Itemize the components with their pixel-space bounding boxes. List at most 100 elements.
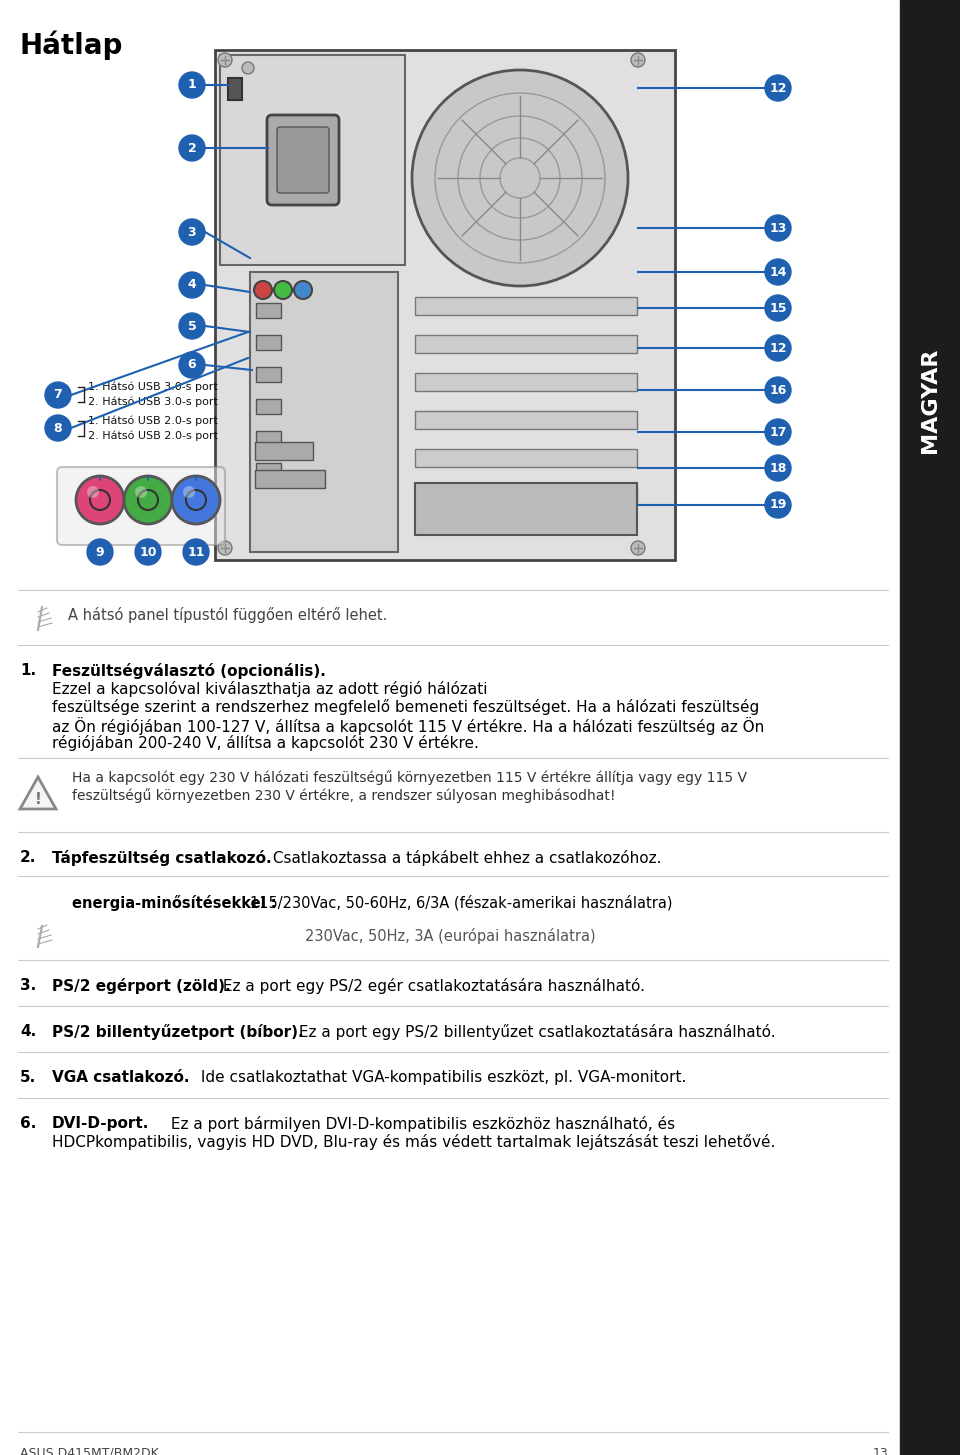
Circle shape [294, 281, 312, 298]
Text: 7: 7 [54, 388, 62, 402]
Bar [415, 372, 637, 391]
Circle shape [179, 71, 205, 97]
Circle shape [179, 352, 205, 378]
FancyBboxPatch shape [277, 127, 329, 194]
Text: 12: 12 [769, 342, 787, 355]
Text: PS/2 billentyűzetport (bíbor).: PS/2 billentyűzetport (bíbor). [52, 1024, 303, 1040]
FancyBboxPatch shape [57, 467, 225, 546]
Bar [256, 431, 281, 447]
Text: 2. Hátsó USB 3.0-s port: 2. Hátsó USB 3.0-s port [88, 397, 218, 407]
Text: 230Vac, 50Hz, 3A (európai használatra): 230Vac, 50Hz, 3A (európai használatra) [304, 928, 595, 944]
Circle shape [179, 220, 205, 244]
Bar [255, 470, 325, 487]
Text: 11: 11 [187, 546, 204, 559]
Text: 12: 12 [769, 81, 787, 95]
Text: !: ! [35, 792, 41, 806]
Bar [256, 367, 281, 383]
Bar [215, 49, 675, 560]
Bar [256, 399, 281, 415]
Circle shape [135, 538, 161, 565]
Bar [255, 442, 313, 460]
Text: 1.: 1. [20, 663, 36, 678]
Circle shape [218, 541, 232, 554]
Circle shape [183, 538, 209, 565]
Circle shape [274, 281, 292, 298]
Bar [415, 450, 637, 467]
Text: 6: 6 [188, 358, 196, 371]
Circle shape [765, 215, 791, 242]
Text: MAGYAR: MAGYAR [920, 348, 940, 453]
Circle shape [87, 538, 113, 565]
Text: 5: 5 [187, 320, 197, 333]
Bar [256, 335, 281, 351]
Text: A hátsó panel típustól függően eltérő lehet.: A hátsó panel típustól függően eltérő le… [68, 607, 388, 623]
Bar [415, 410, 637, 429]
Text: 1: 1 [187, 79, 197, 92]
Circle shape [631, 541, 645, 554]
Text: régiójában 200-240 V, állítsa a kapcsolót 230 V értékre.: régiójában 200-240 V, állítsa a kapcsoló… [52, 735, 479, 751]
Circle shape [765, 259, 791, 285]
Circle shape [76, 476, 124, 524]
Text: 10: 10 [139, 546, 156, 559]
Circle shape [135, 486, 147, 498]
Circle shape [765, 377, 791, 403]
Text: DVI-D-port.: DVI-D-port. [52, 1116, 150, 1131]
Circle shape [179, 135, 205, 162]
Text: energia-minősítésekkel :: energia-minősítésekkel : [72, 895, 276, 911]
Text: Ez a port egy PS/2 egér csatlakoztatására használható.: Ez a port egy PS/2 egér csatlakoztatásár… [218, 978, 645, 994]
Text: 16: 16 [769, 384, 786, 397]
Circle shape [765, 76, 791, 100]
Bar [415, 297, 637, 314]
Text: Hátlap: Hátlap [20, 31, 124, 60]
Text: 13: 13 [873, 1448, 888, 1455]
Bar [250, 272, 398, 551]
Circle shape [242, 63, 254, 74]
Text: 115/230Vac, 50-60Hz, 6/3A (fészak-amerikai használatra): 115/230Vac, 50-60Hz, 6/3A (fészak-amerik… [250, 895, 673, 911]
Circle shape [172, 476, 220, 524]
Text: Ha a kapcsolót egy 230 V hálózati feszültségű környezetben 115 V értékre állítja: Ha a kapcsolót egy 230 V hálózati feszül… [72, 770, 747, 784]
Text: 8: 8 [54, 422, 62, 435]
Text: 4: 4 [187, 278, 197, 291]
Circle shape [87, 486, 99, 498]
Text: Ez a port egy PS/2 billentyűzet csatlakoztatására használható.: Ez a port egy PS/2 billentyűzet csatlako… [294, 1024, 776, 1040]
Text: ASUS D415MT/BM2DK: ASUS D415MT/BM2DK [20, 1448, 158, 1455]
Bar [415, 335, 637, 354]
Text: 1. Hátsó USB 3.0-s port: 1. Hátsó USB 3.0-s port [88, 381, 218, 393]
Circle shape [765, 335, 791, 361]
Text: PS/2 egérport (zöld).: PS/2 egérport (zöld). [52, 978, 230, 994]
Text: 15: 15 [769, 301, 787, 314]
Text: 18: 18 [769, 461, 786, 474]
Text: 4.: 4. [20, 1024, 36, 1039]
Text: az Ön régiójában 100-127 V, állítsa a kapcsolót 115 V értékre. Ha a hálózati fes: az Ön régiójában 100-127 V, állítsa a ka… [52, 717, 764, 735]
Text: 17: 17 [769, 425, 787, 438]
Bar [900, 0, 960, 1455]
Text: 3.: 3. [20, 978, 36, 992]
Text: feszültsége szerint a rendszerhez megfelelő bemeneti feszültséget. Ha a hálózati: feszültsége szerint a rendszerhez megfel… [52, 698, 759, 714]
Bar [228, 79, 242, 100]
Text: Ezzel a kapcsolóval kiválaszthatja az adott régió hálózati: Ezzel a kapcsolóval kiválaszthatja az ad… [52, 681, 488, 697]
Bar [415, 483, 637, 535]
Text: Tápfeszültség csatlakozó.: Tápfeszültség csatlakozó. [52, 850, 272, 866]
Text: 13: 13 [769, 221, 786, 234]
Circle shape [254, 281, 272, 298]
Circle shape [45, 383, 71, 407]
Circle shape [179, 272, 205, 298]
Circle shape [765, 455, 791, 482]
Bar [256, 303, 281, 319]
Circle shape [765, 295, 791, 322]
Circle shape [765, 492, 791, 518]
Text: 9: 9 [96, 546, 105, 559]
Circle shape [218, 52, 232, 67]
Text: VGA csatlakozó.: VGA csatlakozó. [52, 1069, 189, 1085]
Bar [256, 463, 281, 479]
Circle shape [631, 52, 645, 67]
Text: 19: 19 [769, 499, 786, 512]
Text: 1. Hátsó USB 2.0-s port: 1. Hátsó USB 2.0-s port [88, 416, 218, 426]
Text: 6.: 6. [20, 1116, 36, 1131]
Text: Csatlakoztassa a tápkábelt ehhez a csatlakozóhoz.: Csatlakoztassa a tápkábelt ehhez a csatl… [268, 850, 661, 866]
Text: feszültségű környezetben 230 V értékre, a rendszer súlyosan meghibásodhat!: feszültségű környezetben 230 V értékre, … [72, 789, 615, 803]
Text: 5.: 5. [20, 1069, 36, 1085]
Text: 2: 2 [187, 141, 197, 154]
Circle shape [765, 419, 791, 445]
Text: HDCPkompatibilis, vagyis HD DVD, Blu-ray és más védett tartalmak lejátszását tes: HDCPkompatibilis, vagyis HD DVD, Blu-ray… [52, 1133, 776, 1149]
